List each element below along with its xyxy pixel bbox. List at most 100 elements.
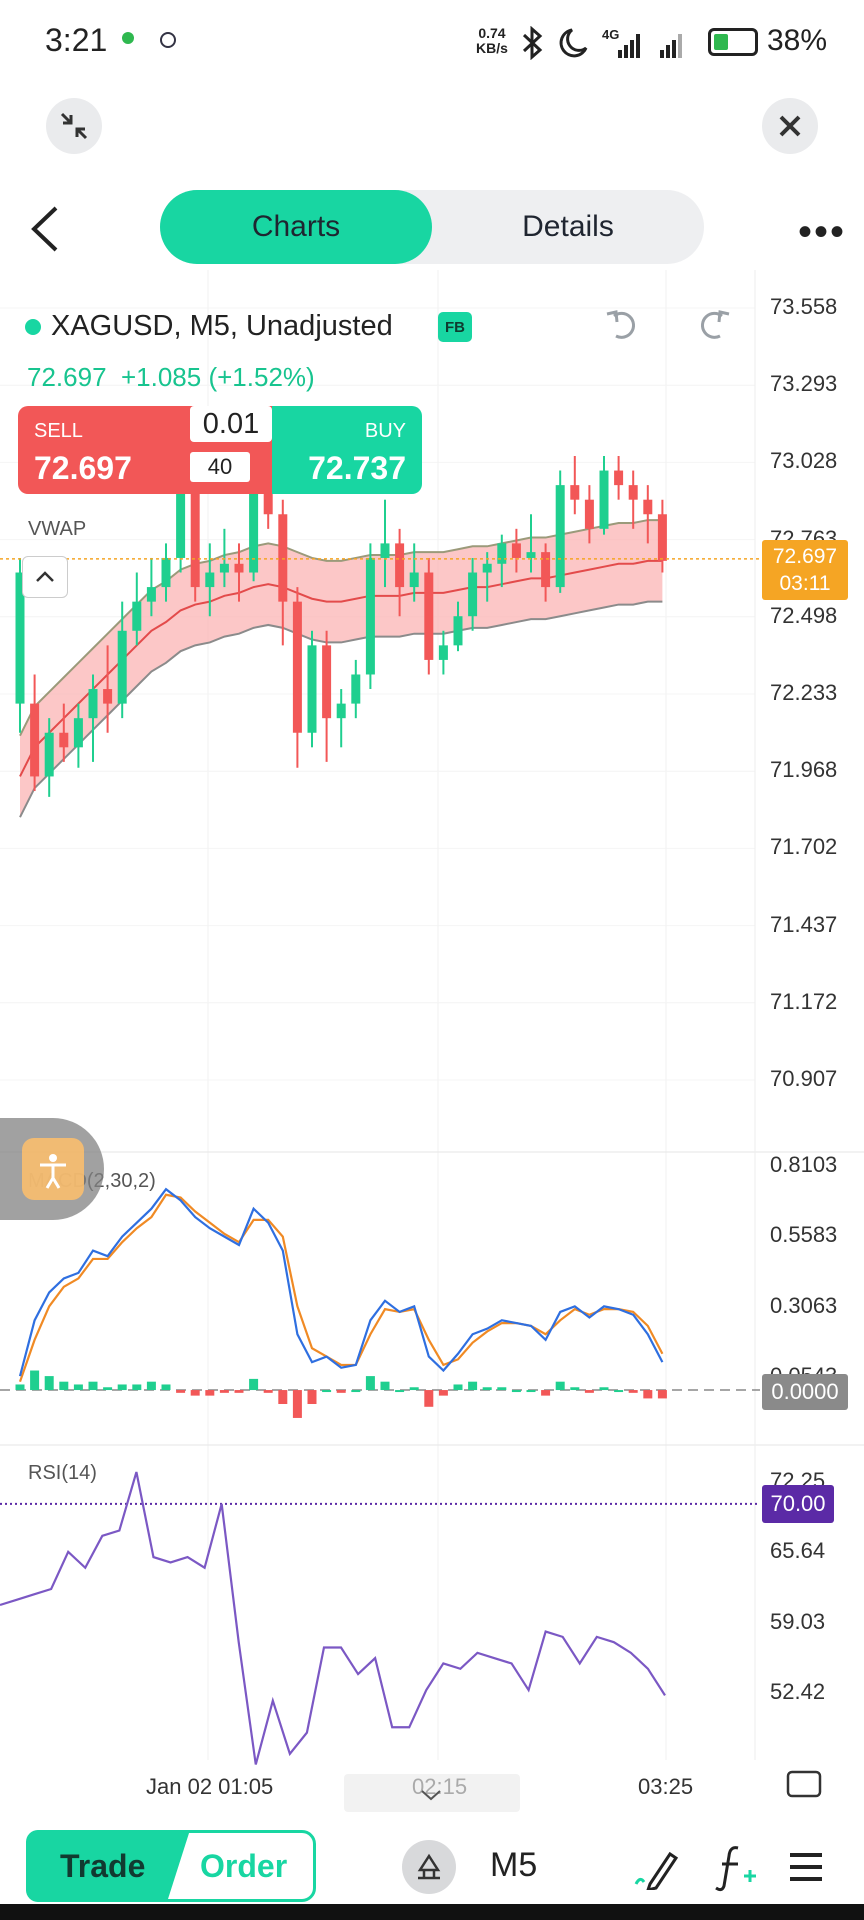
nav-bar: [0, 1904, 864, 1920]
draw-tool-icon[interactable]: [632, 1846, 680, 1890]
macd-histogram-bar: [657, 1390, 667, 1399]
macd-histogram-bar: [205, 1390, 215, 1396]
macd-histogram-bar: [263, 1390, 273, 1393]
layers-button[interactable]: [402, 1840, 456, 1894]
chart-area[interactable]: [0, 270, 864, 1810]
price-tick-label: 73.293: [770, 371, 838, 397]
macd-histogram-bar: [511, 1390, 521, 1393]
candle: [59, 732, 69, 748]
macd-histogram-bar: [15, 1384, 25, 1391]
candle: [584, 499, 594, 529]
candle: [614, 470, 624, 486]
time-label-3: 03:25: [638, 1774, 694, 1799]
candle: [365, 557, 375, 675]
vwap-line: [19, 559, 663, 777]
macd-histogram-bar: [336, 1390, 346, 1393]
chevron-up-icon: [36, 571, 54, 582]
candle: [146, 587, 156, 602]
status-time: 3:21: [45, 22, 108, 58]
symbol-name: XAGUSD, M5, Unadjusted: [51, 310, 393, 342]
spread-value: 40: [190, 452, 250, 482]
candle: [599, 470, 609, 529]
status-bar: 3:21 0.74 KB/s 4G 38%: [0, 0, 864, 86]
candle: [643, 499, 653, 515]
candle: [234, 563, 244, 573]
trade-button[interactable]: Trade: [26, 1830, 190, 1902]
vwap-label[interactable]: VWAP: [28, 518, 87, 540]
indicators-icon[interactable]: [714, 1842, 758, 1892]
price-tick-label: 73.558: [770, 294, 838, 319]
redo-icon[interactable]: [692, 308, 732, 344]
macd-histogram-bar: [132, 1384, 142, 1391]
candle: [409, 572, 419, 588]
minimize-button[interactable]: [46, 98, 102, 154]
candle: [351, 674, 361, 704]
macd-histogram-bar: [176, 1390, 186, 1393]
macd-histogram-bar: [380, 1381, 390, 1391]
macd-histogram-bar: [614, 1390, 624, 1393]
rsi-line: [0, 1471, 666, 1765]
last-price: 72.697: [27, 362, 107, 392]
candle: [424, 572, 434, 660]
more-options-icon[interactable]: •••: [798, 210, 847, 254]
menu-icon[interactable]: [786, 1850, 826, 1884]
battery-level: [714, 34, 728, 50]
candle: [438, 645, 448, 660]
macd-zero-tag: 0.0000: [762, 1374, 848, 1410]
order-button[interactable]: Order: [200, 1848, 288, 1884]
candle: [205, 572, 215, 588]
candle: [380, 543, 390, 558]
candle: [570, 485, 580, 500]
candle: [628, 485, 638, 500]
macd-histogram-bar: [30, 1370, 40, 1391]
buy-price: 72.737: [308, 450, 406, 486]
price-tick-label: 71.172: [770, 988, 838, 1014]
candle: [497, 543, 507, 564]
network-speed-unit: KB/s: [476, 40, 508, 56]
timeframe-selector[interactable]: M5: [490, 1846, 538, 1884]
candle: [73, 718, 83, 748]
accessibility-button[interactable]: [22, 1138, 84, 1200]
collapse-indicator-button[interactable]: [22, 556, 68, 598]
symbol-title[interactable]: XAGUSD, M5, Unadjusted: [25, 310, 393, 343]
price-tick-label: 71.437: [770, 911, 838, 937]
price-tick-label: 72.233: [770, 680, 838, 705]
rsi-label[interactable]: RSI(14): [28, 1462, 97, 1484]
macd-histogram-bar: [59, 1381, 69, 1391]
macd-histogram-bar: [424, 1390, 434, 1407]
time-label-2: 02:15: [412, 1774, 468, 1799]
macd-histogram-bar: [555, 1381, 565, 1391]
macd-histogram-bar: [234, 1390, 244, 1393]
time-scrubber[interactable]: [344, 1774, 520, 1812]
battery-icon: [708, 28, 758, 56]
back-icon[interactable]: [28, 204, 62, 254]
candle: [103, 689, 113, 704]
tab-charts[interactable]: Charts: [160, 190, 432, 264]
layers-icon: [417, 1853, 441, 1880]
macd-histogram-bar: [482, 1387, 492, 1391]
buy-button[interactable]: BUY 72.737: [272, 406, 422, 494]
macd-line: [18, 1187, 664, 1377]
rsi-tick-label: 59.03: [770, 1608, 826, 1634]
notification-icon: [122, 32, 134, 44]
chevron-down-icon[interactable]: [418, 1788, 444, 1802]
sell-price: 72.697: [34, 450, 132, 486]
bluetooth-icon: [522, 26, 543, 60]
macd-histogram-bar: [628, 1390, 638, 1393]
candle: [526, 552, 536, 558]
lot-size-input[interactable]: 0.01: [190, 406, 272, 442]
close-button[interactable]: [762, 98, 818, 154]
fullscreen-icon[interactable]: [786, 1770, 822, 1798]
sell-button[interactable]: SELL 72.697: [18, 406, 300, 494]
candle: [468, 572, 478, 617]
price-tick-label: 72.498: [770, 602, 838, 628]
macd-histogram-bar: [88, 1381, 98, 1391]
tab-details[interactable]: Details: [522, 210, 614, 243]
macd-histogram-bar: [468, 1381, 478, 1391]
undo-icon[interactable]: [604, 308, 644, 344]
candle: [453, 616, 463, 646]
vwap-lower-line: [19, 600, 663, 818]
candle: [307, 645, 317, 733]
battery-percent: 38%: [767, 24, 828, 57]
candle: [482, 563, 492, 573]
